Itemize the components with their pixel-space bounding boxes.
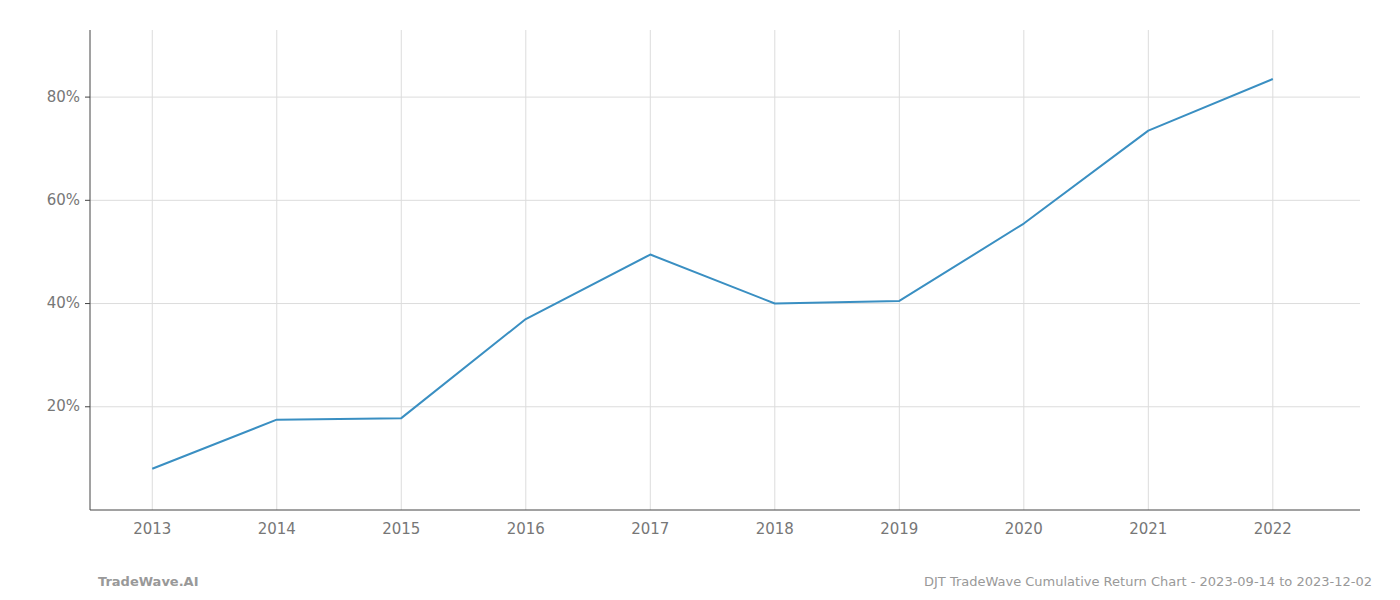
- plot-area: [152, 79, 1273, 469]
- x-grid-line: [1272, 30, 1273, 510]
- x-grid-line: [276, 30, 277, 510]
- x-tick-label: 2017: [631, 520, 669, 538]
- x-grid-line: [1023, 30, 1024, 510]
- page: {"chart_data": {"type": "line", "x": [20…: [0, 0, 1400, 600]
- x-tick-label: 2013: [133, 520, 171, 538]
- x-grid-line: [899, 30, 900, 510]
- x-tick-label: 2021: [1129, 520, 1167, 538]
- footer-left: TradeWave.AI: [98, 574, 199, 589]
- x-axis-line: [90, 510, 1360, 511]
- y-tick-label: 80%: [47, 88, 80, 106]
- x-tick-label: 2022: [1254, 520, 1292, 538]
- y-grid-line: [90, 200, 1360, 201]
- chart: 20% 40% 60% 80% 2013 2014 2015 2016 2017 2018 2019…: [0, 0, 1400, 600]
- x-tick-label: 2018: [756, 520, 794, 538]
- x-grid-line: [774, 30, 775, 510]
- y-tick: [85, 97, 90, 98]
- y-tick: [85, 406, 90, 407]
- x-grid-line: [525, 30, 526, 510]
- y-tick-label: 60%: [47, 191, 80, 209]
- x-tick-label: 2015: [382, 520, 420, 538]
- footer-right: DJT TradeWave Cumulative Return Chart - …: [924, 574, 1372, 589]
- x-tick-label: 2019: [880, 520, 918, 538]
- x-grid-line: [401, 30, 402, 510]
- y-axis-line: [90, 30, 91, 510]
- y-tick-label: 20%: [47, 397, 80, 415]
- x-tick-label: 2014: [258, 520, 296, 538]
- x-grid-line: [152, 30, 153, 510]
- x-tick-label: 2020: [1005, 520, 1043, 538]
- y-tick: [85, 200, 90, 201]
- grid: [90, 30, 1360, 510]
- x-grid-line: [1148, 30, 1149, 510]
- y-tick-label: 40%: [47, 294, 80, 312]
- footer: TradeWave.AI DJT TradeWave Cumulative Ret…: [98, 574, 1372, 589]
- x-tick-label: 2016: [507, 520, 545, 538]
- y-grid-line: [90, 303, 1360, 304]
- line: [152, 79, 1273, 469]
- y-tick: [85, 303, 90, 304]
- y-grid-line: [90, 406, 1360, 407]
- y-grid-line: [90, 97, 1360, 98]
- x-grid-line: [650, 30, 651, 510]
- axes: 20% 40% 60% 80% 2013 2014 2015 2016 2017 2018 2019…: [47, 30, 1360, 538]
